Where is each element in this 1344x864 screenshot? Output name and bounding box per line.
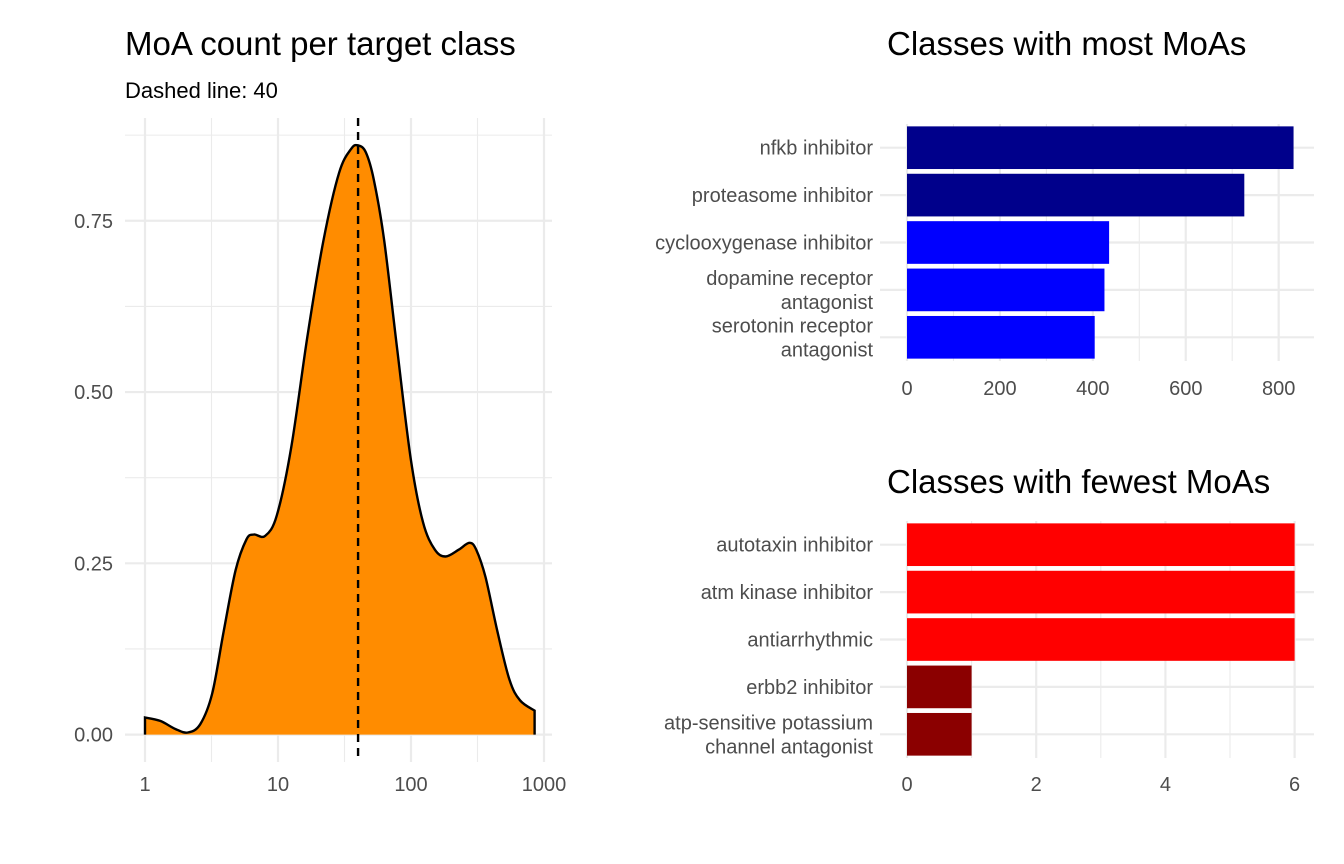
category-label: antiarrhythmic	[747, 630, 873, 652]
fewest-moas-category-labels: autotaxin inhibitor atm kinase inhibitor a…	[664, 535, 873, 759]
fewest-moas-x-tick-labels: 0 2 4 6	[901, 774, 1300, 796]
bar-atp-sensitive-potassium-channel-antagonist	[907, 712, 972, 756]
density-area	[145, 145, 535, 735]
category-label: erbb2 inhibitor	[746, 677, 873, 699]
bar-antiarrhythmic	[907, 618, 1295, 661]
x-tick-label: 2	[1031, 774, 1042, 796]
density-subtitle: Dashed line: 40	[125, 78, 278, 103]
density-y-tick-label: 0.50	[74, 382, 113, 404]
density-y-tick-labels: 0.00 0.25 0.50 0.75	[74, 211, 113, 747]
x-tick-label: 200	[983, 378, 1016, 400]
x-tick-label: 800	[1262, 378, 1295, 400]
bar-serotonin-receptor-antagonist	[907, 315, 1095, 359]
category-label: cyclooxygenase inhibitor	[655, 233, 873, 255]
bar-autotaxin-inhibitor	[907, 523, 1295, 567]
fewest-moas-title: Classes with fewest MoAs	[887, 463, 1270, 500]
x-tick-label: 6	[1289, 774, 1300, 796]
bar-atm-kinase-inhibitor	[907, 570, 1295, 614]
density-outline	[143, 143, 536, 735]
category-label: channel antagonist	[705, 736, 873, 758]
x-tick-label: 4	[1160, 774, 1171, 796]
x-tick-label: 0	[901, 378, 912, 400]
category-label: dopamine receptor	[706, 268, 873, 290]
category-label: proteasome inhibitor	[692, 185, 874, 207]
bar-nfkb-inhibitor	[907, 126, 1294, 170]
density-x-tick-labels: 1 10 100 1000	[139, 774, 566, 796]
category-label: atp-sensitive potassium	[664, 712, 873, 734]
density-x-tick-label: 10	[267, 774, 289, 796]
density-x-tick-label: 1000	[522, 774, 567, 796]
density-y-tick-label: 0.00	[74, 725, 113, 747]
fewest-moas-panel: Classes with fewest MoAs autotaxin inhib…	[664, 463, 1314, 796]
most-moas-panel: Classes with most MoAs nfkb inhibitor pro…	[655, 25, 1314, 400]
most-moas-bars	[907, 126, 1294, 359]
most-moas-title: Classes with most MoAs	[887, 25, 1246, 62]
bar-proteasome-inhibitor	[907, 173, 1245, 217]
density-curve-layer	[143, 143, 536, 735]
category-label: antagonist	[781, 339, 874, 361]
category-label: nfkb inhibitor	[760, 138, 874, 160]
density-x-tick-label: 1	[139, 774, 150, 796]
density-y-tick-label: 0.75	[74, 211, 113, 233]
category-label: autotaxin inhibitor	[716, 535, 873, 557]
category-label: antagonist	[781, 292, 874, 314]
density-y-tick-label: 0.25	[74, 553, 113, 575]
x-tick-label: 400	[1076, 378, 1109, 400]
bar-erbb2-inhibitor	[907, 665, 972, 709]
x-tick-label: 600	[1169, 378, 1202, 400]
bar-cyclooxygenase-inhibitor	[907, 221, 1110, 264]
most-moas-x-tick-labels: 0 200 400 600 800	[901, 378, 1295, 400]
category-label: serotonin receptor	[712, 315, 874, 337]
density-panel: MoA count per target class Dashed line: …	[74, 25, 566, 796]
density-x-tick-label: 100	[394, 774, 427, 796]
bar-dopamine-receptor-antagonist	[907, 268, 1105, 312]
most-moas-category-labels: nfkb inhibitor proteasome inhibitor cycloo…	[655, 138, 873, 362]
fewest-moas-bars	[907, 523, 1295, 756]
category-label: atm kinase inhibitor	[701, 582, 874, 604]
x-tick-label: 0	[901, 774, 912, 796]
density-title: MoA count per target class	[125, 25, 516, 62]
